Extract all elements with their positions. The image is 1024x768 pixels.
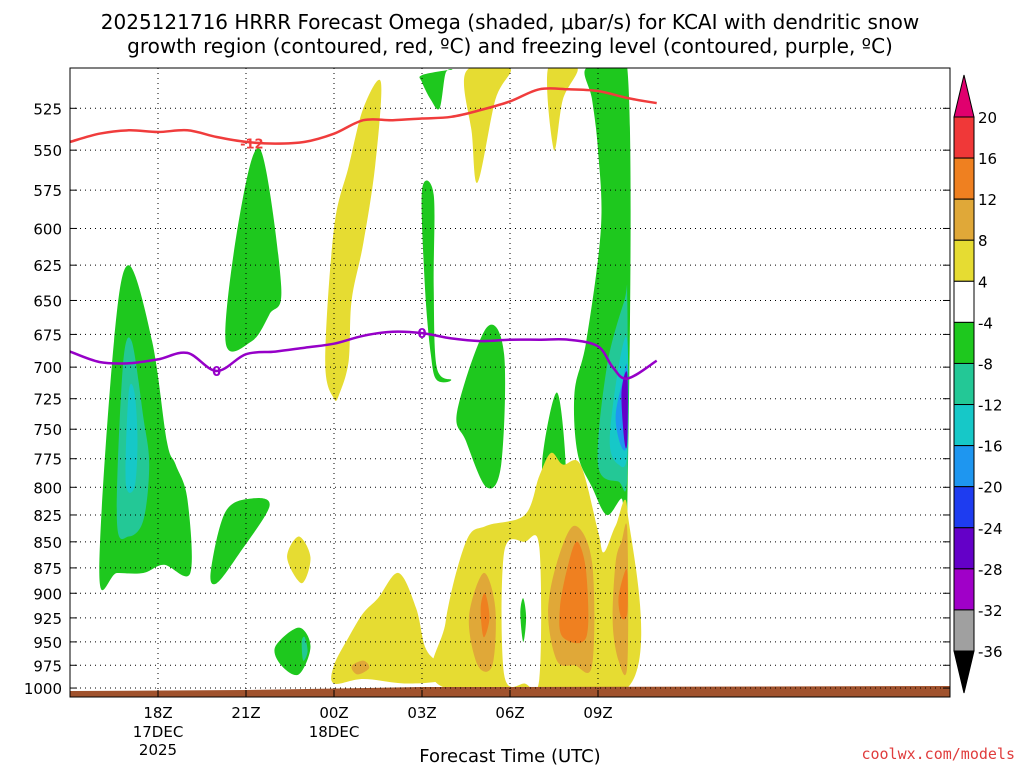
colorbar-swatch-5 bbox=[953, 321, 975, 364]
omega-region-15 bbox=[621, 371, 628, 449]
colorbar-label-12: -32 bbox=[978, 602, 1003, 620]
y-tick-label-600: 600 bbox=[33, 220, 62, 238]
omega-region-26 bbox=[618, 568, 628, 620]
colorbar-label-1: 16 bbox=[978, 150, 997, 168]
y-tick-label-800: 800 bbox=[33, 479, 62, 497]
colorbar-swatch-11 bbox=[953, 568, 975, 611]
y-tick-label-700: 700 bbox=[33, 359, 62, 377]
omega-region-4 bbox=[210, 498, 270, 585]
y-tick-label-625: 625 bbox=[33, 257, 62, 275]
y-tick-label-875: 875 bbox=[33, 560, 62, 578]
colorbar-label-0: 20 bbox=[978, 109, 997, 127]
colorbar-swatch-12 bbox=[953, 609, 975, 652]
y-tick-label-925: 925 bbox=[33, 610, 62, 628]
y-tick-label-575: 575 bbox=[33, 182, 62, 200]
omega-region-9 bbox=[456, 324, 506, 489]
chart-title-line2: growth region (contoured, red, ºC) and f… bbox=[127, 34, 893, 58]
x-tick-year-18Z: 2025 bbox=[139, 741, 177, 759]
colorbar-top-arrow bbox=[953, 74, 975, 118]
colorbar-swatch-8 bbox=[953, 445, 975, 488]
colorbar-label-8: -16 bbox=[978, 438, 1003, 456]
colorbar-label-9: -20 bbox=[978, 479, 1003, 497]
x-tick-label-03Z: 03Z bbox=[407, 704, 436, 722]
omega-region-19 bbox=[287, 536, 311, 584]
colorbar-bottom-arrow bbox=[953, 650, 975, 694]
y-tick-label-1000: 1000 bbox=[24, 680, 62, 698]
colorbar-swatch-7 bbox=[953, 404, 975, 447]
colorbar-label-5: -4 bbox=[978, 314, 993, 332]
colorbar-label-4: 4 bbox=[978, 273, 988, 291]
x-tick-date-00Z: 18DEC bbox=[309, 723, 360, 741]
colorbar: 20 16 12 8 4 -4 -8 -12 -16 -20 -24 -28 -32 -36 bbox=[953, 74, 1003, 694]
y-tick-label-675: 675 bbox=[33, 326, 62, 344]
colorbar-swatch-1 bbox=[953, 157, 975, 200]
x-tick-label-00Z: 00Z bbox=[319, 704, 348, 722]
omega-region-28 bbox=[351, 660, 370, 675]
grid-layer bbox=[70, 68, 950, 697]
omega-region-6 bbox=[301, 636, 308, 661]
colorbar-swatch-0 bbox=[953, 116, 975, 159]
colorbar-label-6: -8 bbox=[978, 355, 993, 373]
omega-region-3 bbox=[225, 148, 282, 352]
colorbar-swatch-3 bbox=[953, 239, 975, 282]
y-tick-label-950: 950 bbox=[33, 634, 62, 652]
colorbar-swatch-6 bbox=[953, 362, 975, 406]
freezing-level-label-2: 0 bbox=[417, 327, 426, 342]
colorbar-label-7: -12 bbox=[978, 397, 1003, 415]
colorbar-label-2: 12 bbox=[978, 191, 997, 209]
omega-region-27 bbox=[480, 593, 490, 638]
x-axis-label: Forecast Time (UTC) bbox=[419, 746, 600, 767]
y-tick-label-525: 525 bbox=[33, 100, 62, 118]
colorbar-label-13: -36 bbox=[978, 643, 1003, 661]
chart-title-line1: 2025121716 HRRR Forecast Omega (shaded, … bbox=[101, 10, 919, 34]
y-tick-label-725: 725 bbox=[33, 391, 62, 409]
dgz-contour-line bbox=[70, 87, 657, 145]
omega-region-2 bbox=[125, 383, 138, 493]
y-tick-label-850: 850 bbox=[33, 534, 62, 552]
colorbar-label-10: -24 bbox=[978, 520, 1003, 538]
omega-region-30 bbox=[520, 598, 527, 642]
axes-layer: 525 550 575 600 625 650 675 700 725 750 775 800 825 8… bbox=[24, 100, 950, 759]
x-tick-label-18Z: 18Z bbox=[143, 704, 172, 722]
omega-region-16 bbox=[325, 79, 382, 401]
freezing-level-line bbox=[70, 330, 658, 380]
colorbar-swatch-10 bbox=[953, 527, 975, 570]
omega-shading-layer bbox=[99, 68, 642, 697]
x-tick-label-09Z: 09Z bbox=[583, 704, 612, 722]
colorbar-label-11: -28 bbox=[978, 561, 1003, 579]
credit-link[interactable]: coolwx.com/models bbox=[861, 745, 1015, 763]
dgz-contour-label: -12 bbox=[240, 138, 264, 153]
colorbar-swatch-2 bbox=[953, 198, 975, 241]
y-tick-label-825: 825 bbox=[33, 507, 62, 525]
omega-region-5 bbox=[274, 627, 311, 676]
x-tick-date-18Z: 17DEC bbox=[133, 723, 184, 741]
y-tick-label-775: 775 bbox=[33, 451, 62, 469]
colorbar-swatch-9 bbox=[953, 486, 975, 529]
omega-region-8 bbox=[419, 69, 453, 110]
omega-region-20 bbox=[331, 572, 449, 684]
omega-region-18 bbox=[546, 68, 578, 151]
y-tick-label-900: 900 bbox=[33, 585, 62, 603]
freezing-level-label: 0 bbox=[212, 365, 221, 380]
x-tick-label-06Z: 06Z bbox=[495, 704, 524, 722]
omega-region-17 bbox=[463, 68, 511, 183]
y-tick-label-650: 650 bbox=[33, 292, 62, 310]
y-tick-label-550: 550 bbox=[33, 142, 62, 160]
colorbar-label-3: 8 bbox=[978, 232, 988, 250]
omega-region-7 bbox=[421, 180, 452, 383]
y-tick-label-750: 750 bbox=[33, 421, 62, 439]
y-tick-label-975: 975 bbox=[33, 657, 62, 675]
contour-lines-layer: -12 0 0 bbox=[70, 87, 658, 380]
colorbar-swatch-4 bbox=[953, 280, 975, 323]
omega-region-25 bbox=[559, 541, 589, 644]
x-tick-label-21Z: 21Z bbox=[231, 704, 260, 722]
